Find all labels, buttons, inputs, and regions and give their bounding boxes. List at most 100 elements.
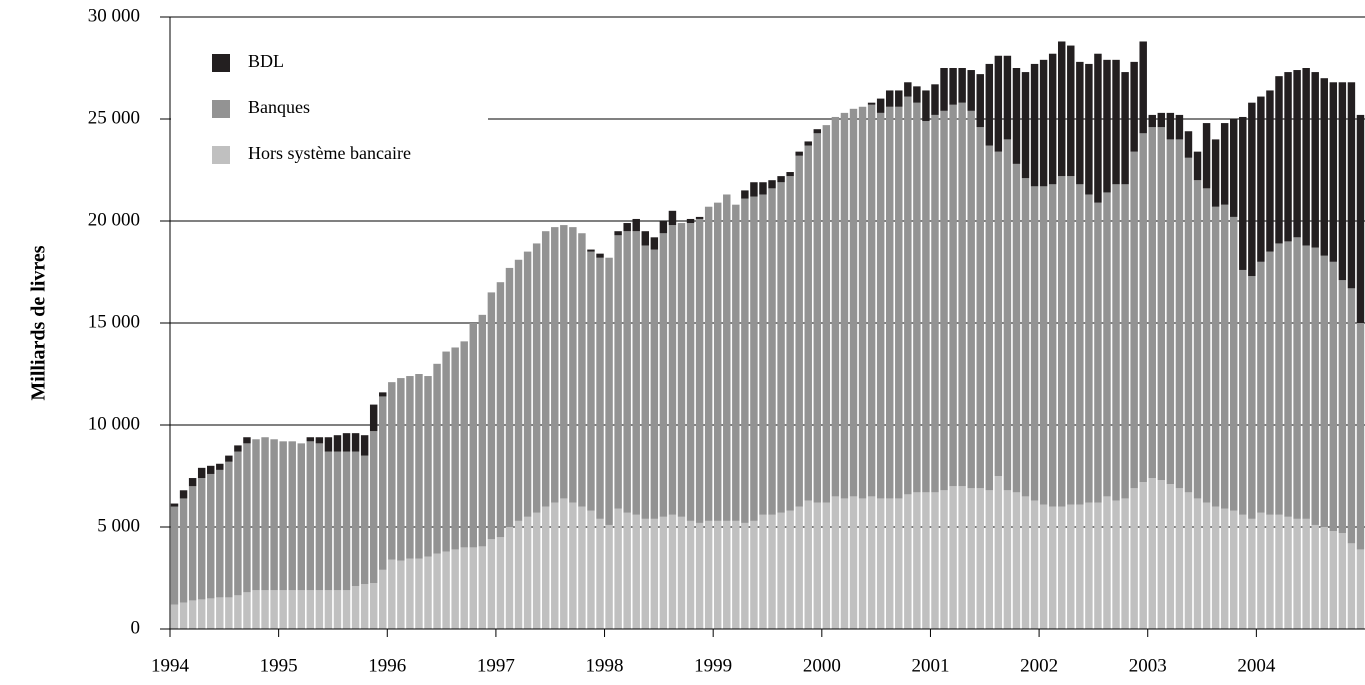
bar-segment — [496, 282, 505, 538]
bar-segment — [723, 194, 731, 521]
bar-segment — [876, 98, 885, 113]
bar-segment — [234, 451, 242, 596]
bar-segment — [505, 527, 514, 629]
bar-segment — [1130, 151, 1138, 489]
bar-segment — [695, 218, 704, 523]
bar-segment — [1157, 480, 1166, 629]
bar-segment — [650, 237, 659, 250]
bar-segment — [1184, 492, 1193, 629]
bar-segment — [822, 502, 831, 629]
bar-segment — [1166, 112, 1175, 140]
bar-segment — [270, 590, 278, 629]
bar-segment — [1220, 508, 1229, 629]
bar-segment — [949, 104, 957, 487]
bar-segment — [1193, 180, 1202, 499]
bar-segment — [1230, 216, 1238, 511]
legend-label: Banques — [248, 97, 310, 117]
bar-segment — [469, 323, 478, 548]
bar-segment — [1085, 194, 1093, 503]
bar-segment — [1112, 184, 1120, 501]
bar-segment — [994, 151, 1003, 476]
bar-segment — [949, 68, 957, 105]
bar-segment — [940, 68, 948, 111]
bar-segment — [958, 68, 966, 103]
bar-segment — [931, 492, 939, 629]
bar-segment — [406, 558, 414, 629]
legend-label: Hors système bancaire — [248, 143, 411, 163]
bar-segment — [1302, 245, 1310, 519]
bar-segment — [324, 437, 333, 452]
bar-segment — [1356, 323, 1365, 550]
bar-segment — [179, 602, 188, 629]
bar-segment — [261, 590, 269, 629]
bar-segment — [560, 498, 568, 629]
bar-segment — [216, 463, 224, 470]
bar-segment — [1039, 59, 1048, 187]
bar-segment — [967, 488, 975, 629]
bar-segment — [623, 512, 631, 629]
bar-segment — [686, 218, 695, 224]
bar-segment — [207, 598, 215, 629]
bar-segment — [342, 590, 351, 629]
bar-segment — [1239, 514, 1247, 629]
bar-segment — [632, 231, 640, 515]
bar-segment — [587, 510, 595, 629]
bar-segment — [1239, 116, 1247, 270]
bar-segment — [1338, 533, 1347, 629]
bar-segment — [723, 520, 731, 629]
bar-segment — [976, 74, 984, 128]
x-tick-label: 1997 — [477, 655, 515, 676]
bar-segment — [1311, 524, 1319, 629]
bar-segment — [1175, 114, 1184, 140]
bar-segment — [306, 441, 315, 591]
bar-segment — [415, 374, 423, 559]
bar-segment — [958, 486, 966, 629]
bar-segment — [342, 451, 351, 591]
bar-segment — [668, 225, 677, 515]
bar-segment — [188, 600, 197, 629]
bar-segment — [333, 435, 342, 452]
bar-segment — [170, 506, 179, 605]
bar-segment — [659, 516, 668, 629]
bar-segment — [813, 502, 822, 629]
bar-segment — [1275, 514, 1283, 629]
bar-segment — [1248, 276, 1256, 519]
bar-segment — [306, 590, 315, 629]
bar-segment — [1320, 527, 1328, 629]
x-tick-label: 2004 — [1237, 655, 1276, 676]
bar-segment — [931, 84, 939, 115]
bar-segment — [641, 245, 650, 519]
bar-segment — [596, 253, 604, 258]
bar-segment — [360, 455, 369, 585]
bar-segment — [360, 584, 369, 629]
bar-segment — [288, 590, 296, 629]
bar-segment — [234, 445, 242, 452]
y-axis-label: Milliards de livres — [28, 245, 50, 400]
bar-segment — [442, 351, 450, 552]
bar-segment — [225, 597, 233, 629]
bar-segment — [1094, 202, 1102, 503]
bar-segment — [931, 114, 939, 493]
bar-segment — [668, 210, 677, 226]
bar-segment — [179, 490, 188, 499]
bar-segment — [686, 520, 695, 629]
bar-segment — [188, 486, 197, 601]
bar-segment — [324, 590, 333, 629]
bar-segment — [279, 441, 287, 591]
x-tick-label: 2000 — [803, 655, 841, 676]
bar-segment — [985, 490, 994, 629]
bar-segment — [225, 461, 233, 598]
bar-segment — [1021, 496, 1030, 629]
bar-segment — [1293, 70, 1301, 238]
bar-segment — [885, 106, 894, 499]
bar-segment — [750, 182, 758, 197]
bar-segment — [849, 108, 858, 497]
bar-segment — [379, 569, 387, 629]
bar-segment — [704, 520, 713, 629]
bar-segment — [369, 431, 378, 584]
bar-segment — [532, 512, 541, 629]
bar-segment — [795, 151, 803, 156]
y-tick-label: 0 — [131, 617, 141, 638]
bar-segment — [1311, 72, 1319, 248]
